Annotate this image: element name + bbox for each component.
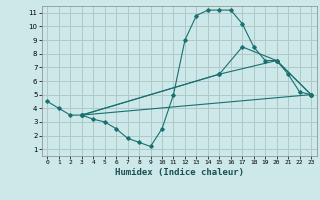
X-axis label: Humidex (Indice chaleur): Humidex (Indice chaleur) [115,168,244,177]
